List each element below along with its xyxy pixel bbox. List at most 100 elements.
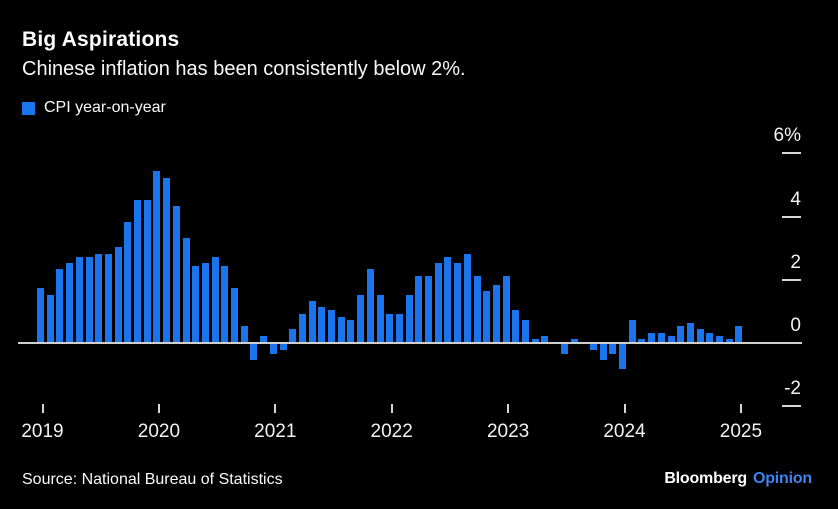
chart-subtitle: Chinese inflation has been consistently … xyxy=(22,58,466,80)
cpi-bar-2024-05 xyxy=(657,332,665,342)
cpi-bar-2023-05 xyxy=(541,335,549,342)
x-axis-tick-2023 xyxy=(507,404,510,413)
zero-baseline xyxy=(18,342,802,344)
cpi-bar-2020-06 xyxy=(201,263,209,342)
cpi-bar-2023-02 xyxy=(512,310,520,342)
cpi-bar-2019-11 xyxy=(134,199,141,342)
cpi-bar-2019-10 xyxy=(124,221,132,342)
opinion-wordmark: Opinion xyxy=(752,470,812,487)
cpi-bar-2021-05 xyxy=(308,300,316,342)
x-axis-tick-2021 xyxy=(274,404,277,413)
cpi-bar-2022-08 xyxy=(454,263,462,342)
cpi-bar-2019-12 xyxy=(143,199,151,342)
cpi-bar-2020-08 xyxy=(221,266,229,342)
cpi-bar-2023-12 xyxy=(609,344,617,354)
cpi-bar-2024-01 xyxy=(619,344,626,370)
cpi-bar-2023-04 xyxy=(531,338,539,342)
cpi-bar-2024-03 xyxy=(638,338,646,342)
cpi-bar-2023-08 xyxy=(570,338,578,342)
cpi-bar-2019-06 xyxy=(85,256,93,342)
x-axis-label-2022: 2022 xyxy=(370,421,413,442)
y-axis-label-2: 2 xyxy=(790,251,801,273)
cpi-bar-2020-05 xyxy=(192,266,200,342)
x-axis-label-2020: 2020 xyxy=(137,421,181,442)
cpi-bar-2021-10 xyxy=(357,294,365,342)
cpi-bar-2020-03 xyxy=(172,206,180,342)
cpi-bar-2022-11 xyxy=(483,291,491,342)
cpi-bar-2022-02 xyxy=(395,313,403,342)
cpi-bar-2024-02 xyxy=(628,319,636,342)
x-axis-tick-2024 xyxy=(623,404,626,413)
cpi-bar-2021-01 xyxy=(269,344,277,354)
cpi-bar-2024-04 xyxy=(648,332,656,342)
cpi-bar-2022-09 xyxy=(463,253,471,342)
y-axis-label-0: 0 xyxy=(790,315,801,336)
cpi-bar-2024-12 xyxy=(725,338,733,342)
y-axis-tick-4 xyxy=(782,215,801,218)
cpi-bar-2023-03 xyxy=(522,319,529,342)
x-axis-tick-2025 xyxy=(739,404,742,413)
cpi-bar-2022-05 xyxy=(425,275,432,342)
y-axis-label-4: 4 xyxy=(790,188,801,210)
x-axis-tick-2019 xyxy=(41,404,44,413)
cpi-bar-2022-06 xyxy=(434,263,442,342)
cpi-bar-2022-10 xyxy=(473,275,481,342)
cpi-bar-2019-01 xyxy=(37,288,44,342)
cpi-bar-2020-04 xyxy=(182,237,190,342)
x-axis-tick-2022 xyxy=(390,404,393,413)
cpi-bar-2024-08 xyxy=(686,323,694,342)
cpi-bar-2020-11 xyxy=(250,344,258,360)
cpi-bar-2022-04 xyxy=(415,275,423,342)
cpi-bar-2021-07 xyxy=(328,310,335,342)
bloomberg-wordmark: Bloomberg xyxy=(664,470,747,487)
cpi-bar-2023-07 xyxy=(560,344,568,354)
cpi-bar-2022-12 xyxy=(492,285,500,342)
cpi-bar-2024-06 xyxy=(667,335,675,342)
cpi-bar-2021-02 xyxy=(279,344,287,351)
cpi-bar-2024-07 xyxy=(677,326,685,342)
cpi-bar-2025-01 xyxy=(735,326,743,342)
cpi-bar-2019-07 xyxy=(95,253,103,342)
cpi-bar-2020-12 xyxy=(260,335,268,342)
cpi-bar-2020-01 xyxy=(153,171,161,342)
cpi-bar-2021-08 xyxy=(337,316,345,342)
cpi-bar-2022-03 xyxy=(405,294,413,342)
cpi-bar-2021-09 xyxy=(347,319,355,342)
cpi-bar-2021-04 xyxy=(298,313,306,342)
x-axis-label-2023: 2023 xyxy=(486,421,530,442)
legend-label: CPI year-on-year xyxy=(44,99,166,116)
cpi-bar-2019-09 xyxy=(114,247,122,342)
cpi-bar-2024-11 xyxy=(716,335,723,342)
cpi-bar-2019-05 xyxy=(75,256,83,342)
x-axis-label-2025: 2025 xyxy=(719,421,763,442)
cpi-bar-2024-10 xyxy=(706,332,714,342)
legend-swatch-icon xyxy=(22,101,35,115)
cpi-bar-2022-07 xyxy=(444,256,452,342)
legend: CPI year-on-year xyxy=(22,99,166,117)
cpi-bar-2020-02 xyxy=(163,177,171,342)
cpi-bar-2021-06 xyxy=(318,307,326,342)
cpi-bar-2019-02 xyxy=(46,294,54,342)
chart-title: Big Aspirations xyxy=(22,28,180,51)
y-axis-tick--2 xyxy=(782,405,801,408)
cpi-bar-2020-09 xyxy=(231,288,238,342)
cpi-bar-2023-10 xyxy=(589,344,597,351)
cpi-bar-2023-11 xyxy=(599,344,607,360)
cpi-bar-2021-03 xyxy=(289,329,297,342)
y-axis-label-6%: 6% xyxy=(773,125,801,147)
source-note: Source: National Bureau of Statistics xyxy=(22,471,283,488)
cpi-bar-2019-08 xyxy=(104,253,112,342)
cpi-bar-2023-01 xyxy=(502,275,510,342)
cpi-bar-2020-10 xyxy=(240,326,248,342)
cpi-bar-2021-12 xyxy=(376,294,384,342)
cpi-bar-2019-03 xyxy=(56,269,64,342)
bloomberg-opinion-logo: Bloomberg Opinion xyxy=(664,470,812,488)
x-axis-tick-2020 xyxy=(157,404,160,413)
cpi-bar-2022-01 xyxy=(386,313,394,342)
y-axis-label--2: -2 xyxy=(784,378,801,400)
cpi-bar-2024-09 xyxy=(696,329,704,342)
cpi-bar-2021-11 xyxy=(366,269,374,342)
y-axis-tick-2 xyxy=(782,278,801,281)
y-axis-tick-6% xyxy=(782,152,801,155)
